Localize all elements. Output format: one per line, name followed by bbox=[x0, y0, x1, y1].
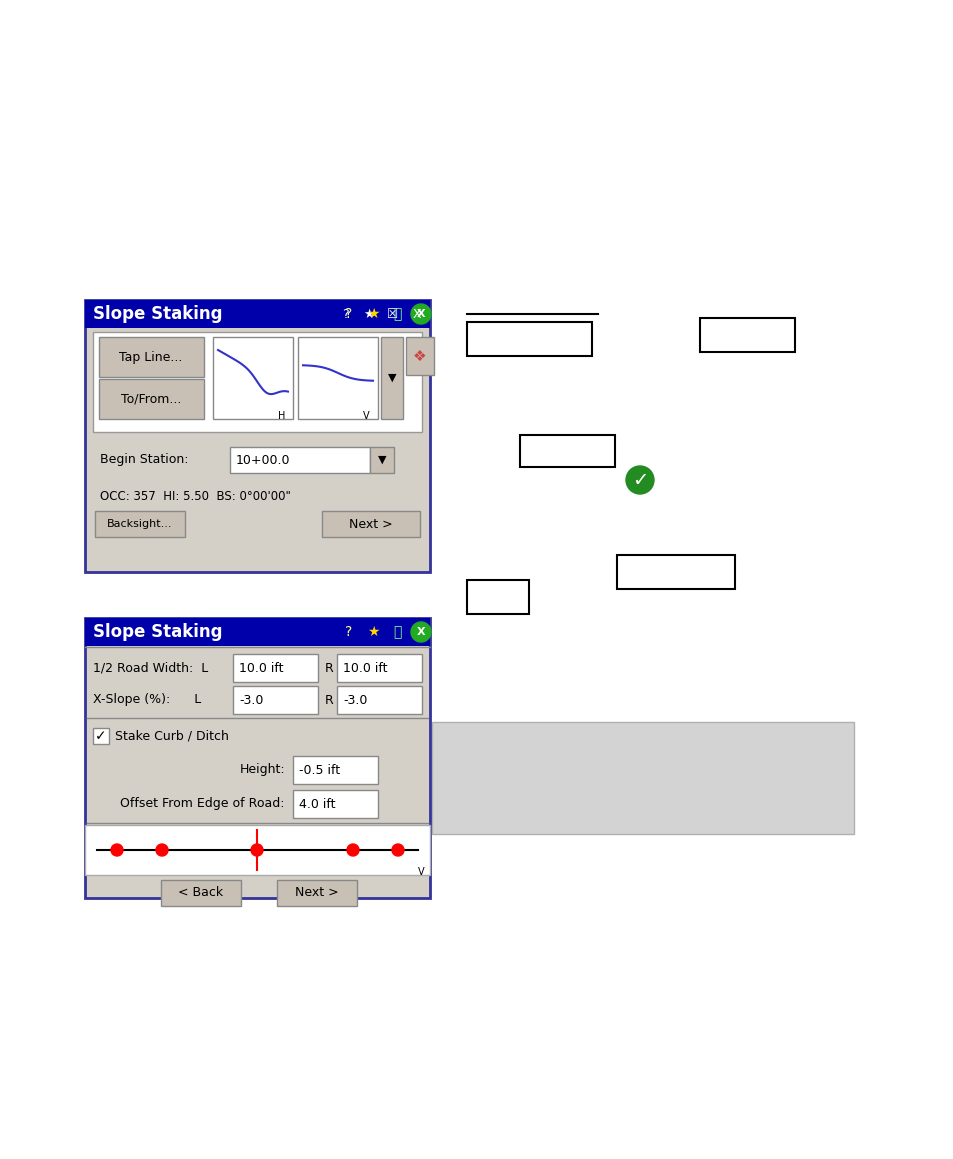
Text: < Back: < Back bbox=[178, 887, 223, 899]
Bar bbox=[467, 322, 592, 356]
Bar bbox=[380, 337, 402, 420]
Text: Next >: Next > bbox=[349, 518, 393, 531]
Bar bbox=[293, 756, 377, 783]
Bar bbox=[230, 447, 370, 473]
Text: ⎘: ⎘ bbox=[393, 625, 401, 639]
Text: ★: ★ bbox=[363, 307, 375, 321]
Bar bbox=[406, 337, 434, 376]
Circle shape bbox=[411, 622, 431, 642]
Bar bbox=[322, 511, 419, 537]
Text: Backsight...: Backsight... bbox=[107, 519, 172, 529]
Bar bbox=[161, 880, 241, 906]
Text: ▼: ▼ bbox=[377, 455, 386, 465]
Text: V: V bbox=[418, 867, 424, 877]
Circle shape bbox=[625, 466, 654, 494]
Text: ☒: ☒ bbox=[387, 307, 398, 321]
Bar bbox=[432, 722, 853, 834]
Bar bbox=[700, 318, 794, 352]
Bar bbox=[95, 511, 185, 537]
Text: Height:: Height: bbox=[239, 764, 285, 777]
Bar bbox=[406, 302, 428, 325]
Circle shape bbox=[111, 844, 123, 857]
Text: ▼: ▼ bbox=[387, 373, 395, 382]
Bar bbox=[381, 302, 403, 325]
Text: Stake Curb / Ditch: Stake Curb / Ditch bbox=[115, 729, 229, 743]
Bar bbox=[617, 555, 734, 589]
Text: ✓: ✓ bbox=[95, 729, 107, 743]
Text: -3.0: -3.0 bbox=[343, 693, 367, 707]
Text: ?: ? bbox=[341, 307, 348, 321]
Bar bbox=[467, 580, 529, 614]
Bar bbox=[233, 686, 317, 714]
Text: X: X bbox=[413, 307, 421, 321]
Text: Tap Line...: Tap Line... bbox=[119, 350, 182, 364]
Bar bbox=[334, 302, 355, 325]
Bar bbox=[92, 331, 421, 432]
Text: X: X bbox=[416, 309, 425, 319]
Text: ❖: ❖ bbox=[413, 349, 426, 364]
Text: ✓: ✓ bbox=[631, 471, 647, 489]
Circle shape bbox=[392, 844, 403, 857]
Bar bbox=[357, 302, 379, 325]
Circle shape bbox=[251, 844, 263, 857]
Bar bbox=[99, 379, 204, 420]
Text: -0.5 ift: -0.5 ift bbox=[298, 764, 340, 777]
Text: X-Slope (%):      L: X-Slope (%): L bbox=[92, 693, 201, 707]
Text: Next >: Next > bbox=[294, 887, 338, 899]
Text: ⎘: ⎘ bbox=[393, 307, 401, 321]
Bar bbox=[85, 300, 430, 328]
Text: -3.0: -3.0 bbox=[239, 693, 263, 707]
Bar bbox=[293, 790, 377, 818]
Text: OCC: 357  HI: 5.50  BS: 0°00'00": OCC: 357 HI: 5.50 BS: 0°00'00" bbox=[100, 490, 291, 503]
Circle shape bbox=[156, 844, 168, 857]
Text: ★: ★ bbox=[366, 307, 379, 321]
Text: Begin Station:: Begin Station: bbox=[100, 452, 189, 466]
Text: Slope Staking: Slope Staking bbox=[92, 624, 222, 641]
Bar bbox=[213, 337, 293, 420]
Text: V: V bbox=[363, 411, 370, 421]
Bar bbox=[336, 654, 421, 681]
Text: R: R bbox=[325, 662, 334, 675]
Bar bbox=[519, 435, 615, 467]
Text: Offset From Edge of Road:: Offset From Edge of Road: bbox=[120, 797, 285, 810]
Bar bbox=[85, 618, 430, 898]
Bar bbox=[276, 880, 356, 906]
Text: X: X bbox=[416, 627, 425, 637]
Text: ★: ★ bbox=[366, 625, 379, 639]
Text: 10+00.0: 10+00.0 bbox=[235, 453, 291, 467]
Text: ?: ? bbox=[345, 625, 353, 639]
Circle shape bbox=[411, 304, 431, 325]
Text: 10.0 ift: 10.0 ift bbox=[239, 662, 283, 675]
Text: R: R bbox=[325, 693, 334, 707]
Text: To/From...: To/From... bbox=[121, 393, 181, 406]
Bar bbox=[99, 337, 204, 377]
Text: 1/2 Road Width:  L: 1/2 Road Width: L bbox=[92, 662, 208, 675]
Bar bbox=[85, 825, 430, 875]
Bar bbox=[233, 654, 317, 681]
Bar bbox=[85, 618, 430, 646]
Text: Slope Staking: Slope Staking bbox=[92, 305, 222, 323]
Bar bbox=[336, 686, 421, 714]
Text: H: H bbox=[277, 411, 285, 421]
Bar bbox=[297, 337, 377, 420]
Text: ?: ? bbox=[345, 307, 353, 321]
Bar bbox=[85, 300, 430, 573]
Text: 4.0 ift: 4.0 ift bbox=[298, 797, 335, 810]
Text: 10.0 ift: 10.0 ift bbox=[343, 662, 387, 675]
Circle shape bbox=[347, 844, 358, 857]
Bar bbox=[370, 447, 394, 473]
Bar bbox=[92, 728, 109, 744]
